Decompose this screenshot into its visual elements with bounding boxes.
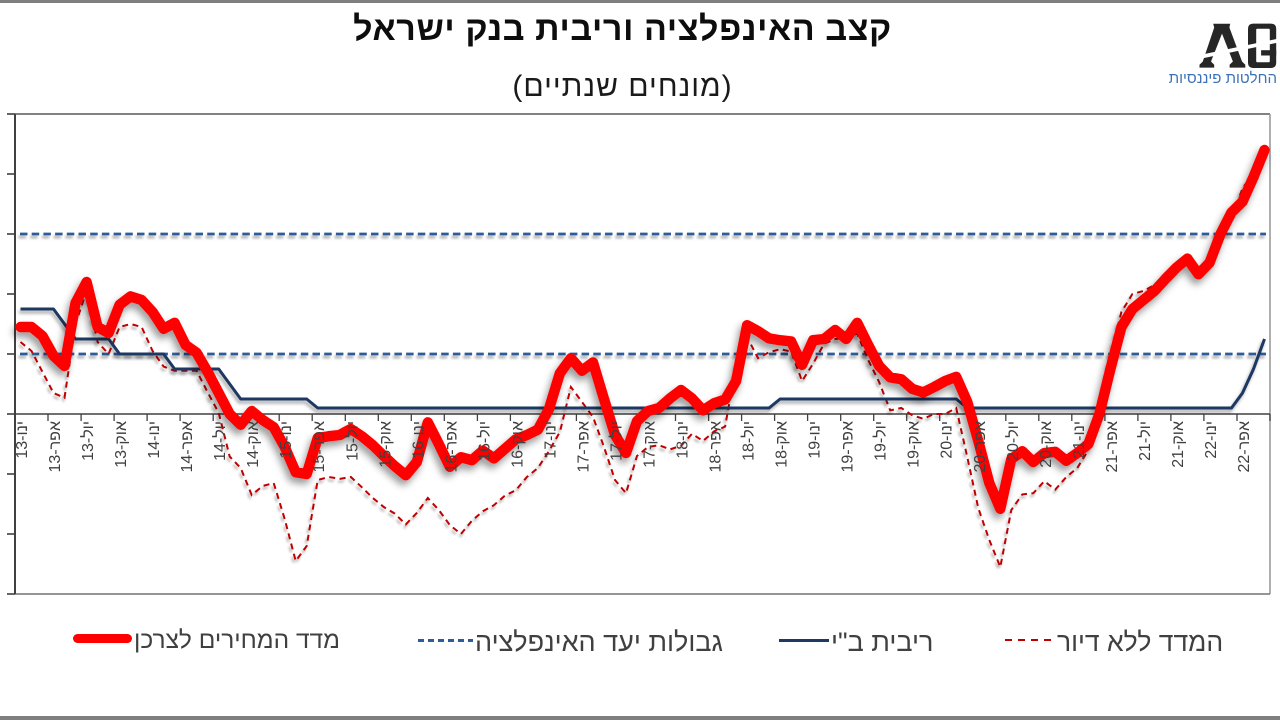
- svg-text:אפר-19: אפר-19: [840, 421, 857, 472]
- svg-text:אפר-17: אפר-17: [576, 421, 593, 472]
- svg-text:ינו-16: ינו-16: [410, 421, 427, 459]
- svg-text:אוק-13: אוק-13: [113, 421, 130, 468]
- svg-text:ינו-13: ינו-13: [14, 421, 31, 459]
- svg-text:יול-18: יול-18: [740, 421, 758, 461]
- svg-text:אוק-20: אוק-20: [1038, 421, 1055, 468]
- svg-text:ינו-22: ינו-22: [1203, 421, 1220, 459]
- svg-text:יול-14: יול-14: [211, 421, 229, 461]
- svg-text:אפר-22: אפר-22: [1236, 421, 1253, 472]
- svg-text:יול-20: יול-20: [1004, 421, 1022, 461]
- svg-text:ינו-20: ינו-20: [939, 421, 956, 459]
- svg-text:אפר-14: אפר-14: [179, 421, 196, 472]
- svg-text:יול-13: יול-13: [79, 421, 97, 461]
- svg-text:אפר-20: אפר-20: [972, 421, 989, 472]
- svg-text:ינו-18: ינו-18: [675, 421, 692, 459]
- svg-text:אפר-21: אפר-21: [1104, 421, 1121, 472]
- svg-text:אוק-14: אוק-14: [245, 421, 262, 468]
- svg-text:יול-17: יול-17: [608, 421, 626, 461]
- svg-text:אוק-18: אוק-18: [774, 421, 791, 468]
- svg-text:אוק-16: אוק-16: [509, 421, 526, 468]
- svg-text:יול-16: יול-16: [475, 421, 493, 461]
- svg-text:אוק-19: אוק-19: [906, 421, 923, 468]
- svg-text:אוק-15: אוק-15: [377, 421, 394, 468]
- svg-text:אפר-15: אפר-15: [311, 421, 328, 472]
- svg-text:ינו-14: ינו-14: [146, 421, 163, 459]
- svg-text:ינו-15: ינו-15: [278, 421, 295, 459]
- svg-text:אפר-16: אפר-16: [443, 421, 460, 472]
- svg-text:ינו-19: ינו-19: [807, 421, 824, 459]
- svg-text:אפר-18: אפר-18: [708, 421, 725, 472]
- svg-text:אפר-13: אפר-13: [47, 421, 64, 472]
- svg-text:יול-21: יול-21: [1136, 421, 1154, 461]
- svg-text:אוק-21: אוק-21: [1170, 421, 1187, 468]
- svg-text:יול-19: יול-19: [872, 421, 890, 461]
- svg-text:אוק-17: אוק-17: [642, 421, 659, 468]
- svg-text:ינו-17: ינו-17: [542, 421, 559, 459]
- svg-text:יול-15: יול-15: [343, 421, 361, 461]
- svg-text:ינו-21: ינו-21: [1071, 421, 1088, 459]
